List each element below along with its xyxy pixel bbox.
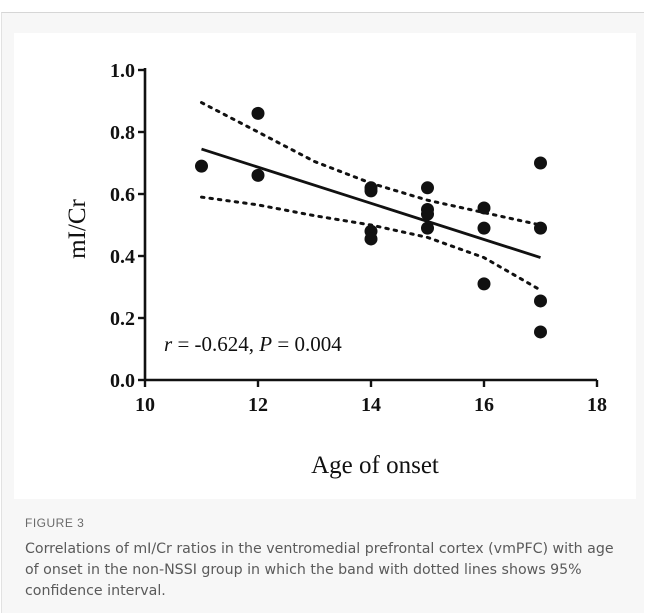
y-axis-title: mI/Cr (64, 198, 91, 258)
x-tick-label: 12 (248, 394, 268, 416)
figure-label: FIGURE 3 (25, 516, 85, 530)
r-value: = -0.624, (172, 332, 259, 356)
data-point (534, 294, 547, 308)
p-label: P (258, 332, 272, 356)
scatter-chart: 0.0 0.2 0.4 0.6 0.8 1.0 10 12 14 16 18 Age of onset… (64, 60, 607, 479)
stat-annotation: r = -0.624, P = 0.004 (164, 332, 342, 356)
data-point (251, 106, 265, 120)
x-tick-label: 10 (135, 394, 155, 416)
y-tick-label: 1.0 (110, 60, 135, 82)
y-tick-label: 0.2 (110, 308, 135, 330)
data-point (421, 221, 434, 235)
figure-caption: Correlations of mI/Cr ratios in the vent… (25, 541, 614, 599)
data-point (477, 201, 491, 215)
figure-panel: 0.0 0.2 0.4 0.6 0.8 1.0 10 12 14 16 18 Age of onset… (1, 12, 644, 613)
regression-line (201, 147, 541, 259)
data-point (421, 181, 434, 195)
x-axis-title: Age of onset (311, 452, 439, 479)
p-value: = 0.004 (272, 332, 342, 356)
y-tick-label: 0.0 (110, 370, 135, 392)
x-tick-label: 14 (361, 394, 381, 416)
y-tick-label: 0.4 (110, 246, 135, 268)
data-point (534, 156, 547, 170)
data-point (421, 207, 434, 221)
data-point (251, 168, 265, 182)
plot-area: 0.0 0.2 0.4 0.6 0.8 1.0 10 12 14 16 18 Age of onset… (14, 33, 636, 499)
y-tick-label: 0.6 (110, 184, 135, 206)
y-tick-label: 0.8 (110, 122, 135, 144)
data-point (364, 232, 378, 246)
x-tick-label: 18 (587, 394, 607, 416)
data-point (477, 277, 491, 291)
x-tick-label: 16 (474, 394, 494, 416)
data-point (477, 221, 491, 235)
data-point (534, 325, 547, 339)
data-point (195, 159, 208, 173)
data-point (534, 221, 547, 235)
data-point (364, 184, 378, 198)
r-label: r (164, 332, 173, 356)
